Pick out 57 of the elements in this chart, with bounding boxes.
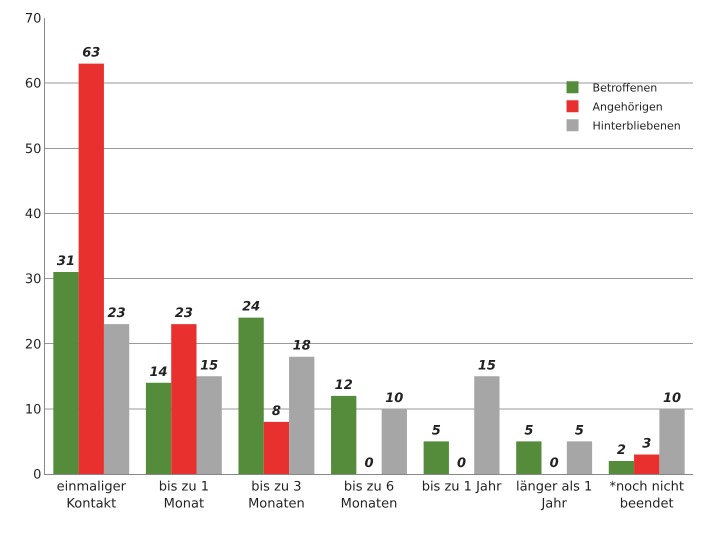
- data-label: 15: [478, 358, 496, 374]
- bar: [196, 376, 222, 474]
- y-tick-label: 60: [24, 76, 42, 92]
- data-label: 5: [432, 423, 441, 438]
- bar: [382, 408, 407, 474]
- bar: [659, 408, 685, 474]
- y-tick-label: 40: [24, 206, 42, 222]
- bar: [331, 396, 356, 474]
- data-label: 8: [272, 404, 281, 419]
- data-label: 23: [174, 306, 193, 322]
- legend-label: Hinterbliebenen: [592, 120, 681, 133]
- bar: [53, 272, 79, 474]
- legend-label: Angehörigen: [592, 100, 663, 114]
- data-label: 63: [82, 46, 100, 61]
- data-label: 23: [108, 306, 126, 322]
- data-label: 15: [200, 358, 218, 374]
- data-label: 18: [292, 338, 311, 354]
- y-tick-label: 20: [24, 337, 42, 352]
- data-label: 0: [550, 456, 559, 471]
- y-tick-label: 70: [24, 12, 42, 27]
- x-tick-label: bis zu 6 Monaten: [340, 480, 398, 512]
- data-label: 10: [662, 390, 682, 406]
- x-tick-label: bis zu 1 Monat: [158, 480, 209, 512]
- bar: [516, 441, 542, 474]
- bar: [104, 324, 130, 474]
- bar: [566, 441, 592, 474]
- bar: [474, 376, 500, 474]
- legend-label: Betroffenen: [592, 82, 658, 95]
- bar: [146, 382, 172, 474]
- data-label: 0: [364, 456, 374, 471]
- x-tick-label: *noch nicht beendet: [609, 480, 684, 512]
- bar: [424, 441, 449, 474]
- bar: [264, 422, 290, 474]
- bar: [289, 356, 314, 474]
- bar: [78, 64, 104, 474]
- y-tick-label: 0: [33, 468, 42, 483]
- bar: [238, 318, 264, 474]
- x-tick-label: einmaliger Kontakt: [56, 480, 127, 512]
- bar: [608, 460, 634, 474]
- data-label: 2: [616, 442, 626, 458]
- data-label: 14: [150, 364, 168, 380]
- data-label: 5: [524, 423, 534, 438]
- bar: [634, 454, 660, 474]
- x-tick-label: bis zu 3 Monaten: [248, 480, 305, 512]
- x-tick-label: länger als 1 Jahr: [516, 480, 592, 512]
- data-label: 12: [334, 378, 353, 393]
- data-label: 31: [56, 254, 76, 270]
- data-label: 3: [642, 436, 652, 452]
- y-tick-label: 50: [24, 142, 42, 157]
- y-tick-label: 30: [24, 272, 42, 288]
- bar: [171, 324, 197, 474]
- data-label: 0: [457, 456, 466, 471]
- data-label: 5: [574, 423, 584, 438]
- data-label: 24: [242, 300, 260, 315]
- y-tick-label: 10: [24, 402, 42, 418]
- x-tick-label: bis zu 1 Jahr: [422, 480, 502, 495]
- data-label: 10: [385, 390, 404, 406]
